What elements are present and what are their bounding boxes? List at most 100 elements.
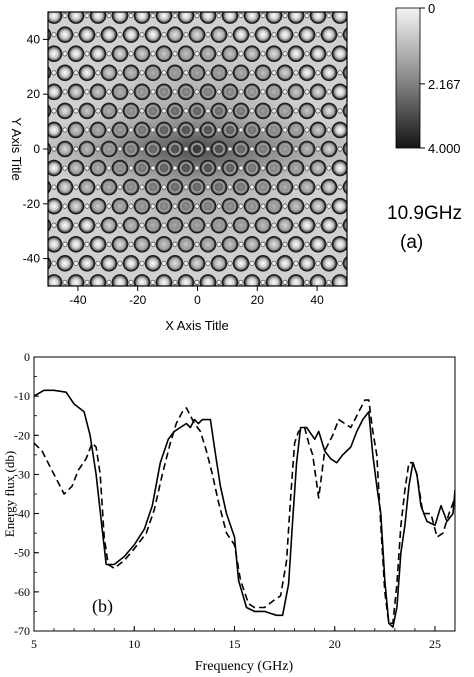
small-rod-mark <box>227 260 233 266</box>
small-rod-mark <box>106 203 112 209</box>
small-rod-mark <box>128 127 134 133</box>
rod-core <box>225 49 235 59</box>
rod-core <box>170 68 180 78</box>
small-rod-mark <box>271 146 277 152</box>
rod-core <box>324 144 334 154</box>
rod-core <box>126 182 136 192</box>
small-rod-mark <box>194 241 200 247</box>
small-rod-mark <box>52 299 56 303</box>
small-rod-mark <box>41 13 45 17</box>
small-rod-mark <box>118 299 122 303</box>
rod-core <box>159 125 169 135</box>
rod-mark <box>155 12 173 24</box>
small-rod-mark <box>95 184 101 190</box>
small-rod-mark <box>227 222 233 228</box>
small-rod-mark <box>326 241 332 247</box>
small-rod-mark <box>371 204 375 208</box>
rod-mark <box>309 235 327 253</box>
rod-mark <box>56 26 74 43</box>
rod-mark <box>177 12 195 24</box>
panel-b: 5 10 15 20 25 0 -10 -20 -30 -40 -50 -60 -70 Frequenc… <box>2 350 456 674</box>
small-rod-mark <box>326 13 332 19</box>
rod-core <box>313 163 323 173</box>
rod-mark <box>111 83 129 101</box>
rod-mark <box>256 0 271 4</box>
rod-core <box>291 163 301 173</box>
small-rod-mark <box>315 146 321 152</box>
small-rod-mark <box>293 146 299 152</box>
rod-mark <box>78 26 96 43</box>
line-x-tick-label: 5 <box>31 637 37 651</box>
rod-core <box>203 87 213 97</box>
small-rod-mark <box>205 70 211 76</box>
rod-mark <box>67 45 85 63</box>
rod-mark <box>355 237 370 252</box>
rod-mark <box>212 294 227 309</box>
rod-core <box>192 258 202 268</box>
small-rod-mark <box>128 165 134 171</box>
small-rod-mark <box>161 108 167 114</box>
rod-core <box>181 239 191 249</box>
rod-mark <box>67 159 85 177</box>
small-rod-mark <box>172 89 178 95</box>
rod-mark <box>188 216 206 234</box>
rod-mark <box>276 216 294 234</box>
rod-mark <box>298 102 316 120</box>
rod-mark <box>67 12 85 24</box>
small-rod-mark <box>227 146 233 152</box>
small-rod-mark <box>106 13 112 19</box>
rod-mark <box>287 83 305 101</box>
small-rod-mark <box>84 51 90 57</box>
rod-mark <box>89 121 107 139</box>
small-rod-mark <box>205 108 211 114</box>
rod-mark <box>320 102 338 120</box>
small-rod-mark <box>271 32 277 38</box>
rod-mark <box>48 235 63 253</box>
small-rod-mark <box>205 32 211 38</box>
rod-core <box>148 68 158 78</box>
rod-core <box>126 220 136 230</box>
rod-mark <box>100 26 118 43</box>
small-rod-mark <box>41 52 45 56</box>
rod-mark <box>48 12 63 24</box>
small-rod-mark <box>360 185 364 189</box>
rod-core <box>170 258 180 268</box>
rod-core <box>137 87 147 97</box>
rod-mark <box>320 64 338 82</box>
rod-mark <box>188 26 206 43</box>
rod-core <box>313 125 323 135</box>
rod-mark <box>100 255 118 272</box>
rod-mark <box>102 294 117 309</box>
small-rod-mark <box>117 260 123 266</box>
rod-mark <box>320 178 338 196</box>
line-x-tick-label: 15 <box>228 637 240 651</box>
rod-mark <box>232 64 250 82</box>
small-rod-mark <box>216 241 222 247</box>
small-rod-mark <box>349 13 353 17</box>
rod-mark <box>56 178 74 196</box>
small-rod-mark <box>360 147 364 151</box>
small-rod-mark <box>117 184 123 190</box>
small-rod-mark <box>315 184 321 190</box>
rod-mark <box>144 255 162 272</box>
small-rod-mark <box>172 203 178 209</box>
small-rod-mark <box>62 241 68 247</box>
small-rod-mark <box>106 127 112 133</box>
line-y-tick-label: -50 <box>14 546 30 560</box>
rod-core <box>313 201 323 211</box>
rod-mark <box>342 103 347 119</box>
small-rod-mark <box>260 13 266 19</box>
rod-core <box>126 68 136 78</box>
small-rod-mark <box>326 165 332 171</box>
rod-mark <box>234 294 249 309</box>
small-rod-mark <box>227 184 233 190</box>
small-rod-mark <box>172 241 178 247</box>
rod-core <box>269 125 279 135</box>
small-rod-mark <box>73 260 79 266</box>
rod-core <box>192 182 202 192</box>
rod-core <box>225 239 235 249</box>
line-y-tick-label: -40 <box>14 507 30 521</box>
small-rod-mark <box>216 51 222 57</box>
small-rod-mark <box>360 109 364 113</box>
